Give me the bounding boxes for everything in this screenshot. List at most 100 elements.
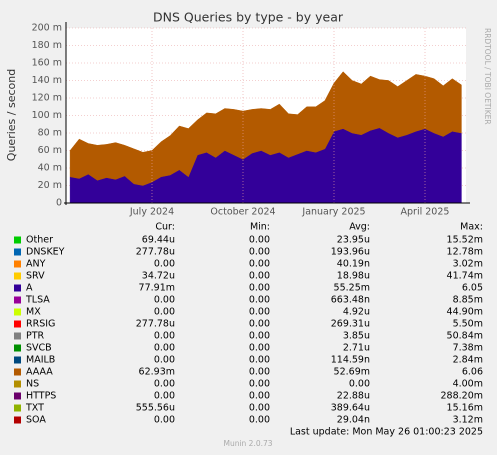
legend-stat: 663.48n bbox=[331, 295, 370, 306]
legend-stat: 0.00 bbox=[249, 259, 270, 270]
legend-stat: 4.00m bbox=[453, 379, 483, 390]
footer: Munin 2.0.73 bbox=[223, 439, 272, 448]
legend-name: AAAA bbox=[26, 367, 53, 378]
legend-stat: 193.96u bbox=[331, 247, 370, 258]
y-tick-label: 40 m bbox=[38, 163, 62, 174]
legend-swatch bbox=[14, 248, 21, 256]
legend-stat: 41.74m bbox=[447, 271, 483, 282]
y-tick-label: 100 m bbox=[32, 110, 62, 121]
x-tick-label: April 2025 bbox=[401, 207, 450, 218]
side-note: RRDTOOL / TOBI OETIKER bbox=[483, 28, 492, 125]
legend-stat: 269.31u bbox=[331, 319, 370, 330]
legend-stat: 44.90m bbox=[447, 307, 483, 318]
y-tick-label: 60 m bbox=[38, 145, 62, 156]
legend-stat: 0.00 bbox=[154, 355, 175, 366]
legend-swatch bbox=[14, 308, 21, 316]
legend-header: Avg: bbox=[349, 222, 370, 233]
legend-stat: 3.12m bbox=[453, 415, 483, 426]
legend-stat: 0.00 bbox=[249, 415, 270, 426]
legend-stat: 555.56u bbox=[136, 403, 175, 414]
legend-stat: 0.00 bbox=[249, 367, 270, 378]
legend-stat: 6.06 bbox=[462, 367, 483, 378]
legend-header: Max: bbox=[460, 222, 483, 233]
x-tick-label: January 2025 bbox=[301, 207, 365, 218]
x-tick-label: October 2024 bbox=[210, 207, 275, 218]
legend-swatch bbox=[14, 344, 21, 352]
legend-stat: 0.00 bbox=[249, 355, 270, 366]
legend-stat: 62.93m bbox=[139, 367, 175, 378]
legend-name: NS bbox=[26, 379, 39, 390]
legend-stat: 0.00 bbox=[154, 379, 175, 390]
y-tick-label: 80 m bbox=[38, 128, 62, 139]
legend-stat: 2.71u bbox=[343, 343, 370, 354]
legend-stat: 114.59n bbox=[331, 355, 370, 366]
legend-stat: 5.50m bbox=[453, 319, 483, 330]
y-tick-label: 200 m bbox=[32, 23, 62, 34]
legend-stat: 0.00 bbox=[154, 295, 175, 306]
legend-swatch bbox=[14, 332, 21, 340]
legend-name: TLSA bbox=[25, 295, 50, 306]
legend-stat: 0.00 bbox=[249, 343, 270, 354]
legend-swatch bbox=[14, 416, 21, 424]
y-tick-label: 180 m bbox=[32, 40, 62, 51]
legend-stat: 0.00 bbox=[249, 271, 270, 282]
legend-name: RRSIG bbox=[26, 319, 55, 330]
legend-name: MX bbox=[26, 307, 41, 318]
legend-swatch bbox=[14, 236, 21, 244]
legend-swatch bbox=[14, 260, 21, 268]
legend-stat: 0.00 bbox=[249, 391, 270, 402]
chart-title: DNS Queries by type - by year bbox=[153, 10, 344, 25]
legend-swatch bbox=[14, 356, 21, 364]
legend-name: ANY bbox=[26, 259, 46, 270]
legend-stat: 0.00 bbox=[249, 379, 270, 390]
legend-stat: 3.02m bbox=[453, 259, 483, 270]
legend-stat: 0.00 bbox=[249, 319, 270, 330]
legend-stat: 0.00 bbox=[249, 331, 270, 342]
legend-stat: 7.38m bbox=[453, 343, 483, 354]
legend-stat: 77.91m bbox=[139, 283, 175, 294]
legend-name: A bbox=[26, 283, 33, 294]
legend-stat: 0.00 bbox=[249, 247, 270, 258]
legend-swatch bbox=[14, 380, 21, 388]
legend-stat: 0.00 bbox=[154, 415, 175, 426]
legend-stat: 8.85m bbox=[453, 295, 483, 306]
x-tick-label: July 2024 bbox=[129, 207, 174, 218]
legend-swatch bbox=[14, 320, 21, 328]
legend-stat: 50.84m bbox=[447, 331, 483, 342]
legend-stat: 0.00 bbox=[249, 295, 270, 306]
legend-header: Cur: bbox=[155, 222, 175, 233]
legend-name: Other bbox=[26, 235, 53, 246]
legend-stat: 3.85u bbox=[343, 331, 370, 342]
legend-stat: 22.88u bbox=[337, 391, 370, 402]
legend-stat: 277.78u bbox=[136, 247, 175, 258]
y-tick-label: 160 m bbox=[32, 58, 62, 69]
legend-swatch bbox=[14, 368, 21, 376]
legend-name: MAILB bbox=[26, 355, 55, 366]
legend-name: SVCB bbox=[26, 343, 52, 354]
legend-stat: 4.92u bbox=[343, 307, 370, 318]
legend-stat: 12.78m bbox=[447, 247, 483, 258]
legend-stat: 52.69m bbox=[334, 367, 370, 378]
legend-stat: 0.00 bbox=[154, 343, 175, 354]
legend-swatch bbox=[14, 392, 21, 400]
legend-name: SOA bbox=[26, 415, 46, 426]
area bbox=[69, 71, 462, 186]
legend-swatch bbox=[14, 284, 21, 292]
legend-stat: 6.05 bbox=[462, 283, 483, 294]
legend-stat: 0.00 bbox=[154, 259, 175, 270]
y-tick-label: 20 m bbox=[38, 180, 62, 191]
legend-stat: 389.64u bbox=[331, 403, 370, 414]
legend-stat: 29.04n bbox=[337, 415, 370, 426]
legend-stat: 15.16m bbox=[447, 403, 483, 414]
legend-stat: 2.84m bbox=[453, 355, 483, 366]
legend-stat: 277.78u bbox=[136, 319, 175, 330]
legend-swatch bbox=[14, 272, 21, 280]
y-axis-label: Queries / second bbox=[5, 69, 18, 161]
legend-stat: 69.44u bbox=[142, 235, 175, 246]
legend-stat: 15.52m bbox=[447, 235, 483, 246]
legend-name: DNSKEY bbox=[26, 247, 65, 258]
legend-stat: 34.72u bbox=[142, 271, 175, 282]
legend-stat: 0.00 bbox=[249, 307, 270, 318]
